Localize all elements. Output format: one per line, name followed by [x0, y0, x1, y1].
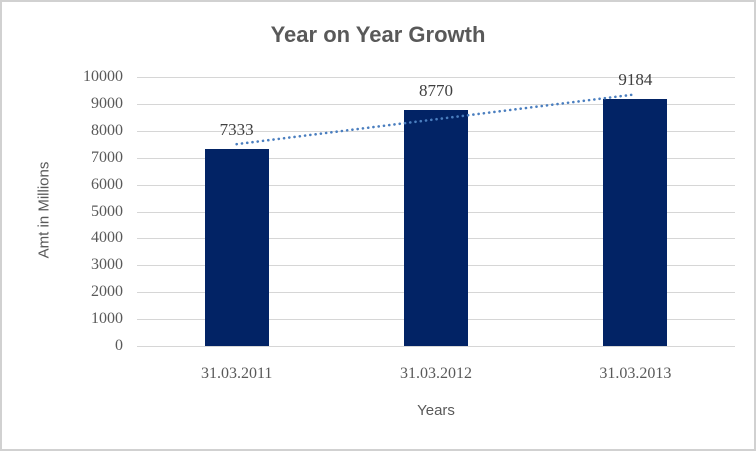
gridline	[137, 346, 735, 347]
x-tick-label: 31.03.2013	[599, 365, 672, 382]
y-tick-label: 6000	[91, 175, 123, 193]
x-tick-label: 31.03.2012	[400, 365, 472, 382]
y-tick-label: 10000	[83, 68, 123, 85]
y-tick-label: 1000	[91, 310, 123, 328]
x-tick-label: 31.03.2011	[200, 365, 273, 382]
bar-data-label: 9184	[618, 69, 653, 89]
bar	[603, 98, 668, 346]
y-tick-label: 7000	[91, 148, 123, 166]
y-tick-label: 9000	[91, 94, 123, 112]
x-axis-title: Years	[417, 402, 455, 419]
y-tick-label: 8000	[91, 121, 123, 139]
bar	[404, 110, 468, 346]
y-tick-label: 4000	[91, 229, 123, 247]
y-tick-label: 2000	[91, 283, 123, 301]
gridline	[137, 77, 735, 78]
bar	[204, 148, 269, 346]
bar-data-label: 8770	[419, 81, 453, 101]
y-tick-label: 0	[115, 337, 123, 354]
y-tick-label: 3000	[91, 256, 123, 274]
chart-title: Year on Year Growth	[270, 22, 486, 47]
bar-data-label: 7333	[219, 119, 254, 139]
y-tick-label: 5000	[91, 202, 123, 220]
